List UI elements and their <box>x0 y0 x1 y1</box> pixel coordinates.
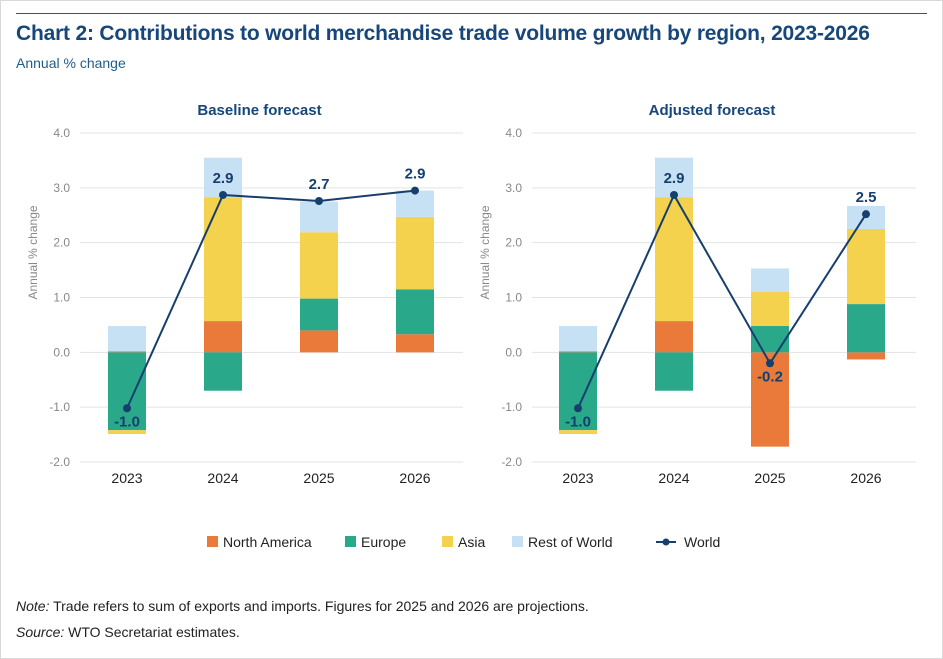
x-tick-label: 2025 <box>303 470 334 486</box>
world-data-label: -0.2 <box>757 368 783 385</box>
source-label: Source: <box>16 624 65 640</box>
legend-swatch-europe <box>345 536 356 547</box>
bar-segment-north_america <box>108 351 146 353</box>
y-axis-title: Annual % change <box>478 205 492 299</box>
bar-segment-europe <box>559 352 597 431</box>
bar-segment-rest_of_world <box>108 326 146 352</box>
bar-segment-asia <box>108 430 146 435</box>
page-title: Chart 2: Contributions to world merchand… <box>16 22 870 45</box>
bar-segment-rest_of_world <box>559 326 597 352</box>
bar-segment-rest_of_world <box>396 190 434 217</box>
bar-segment-north_america <box>396 334 434 353</box>
footnote: Note: Trade refers to sum of exports and… <box>16 598 589 614</box>
legend-label: Europe <box>361 534 406 550</box>
world-data-label: 2.9 <box>664 170 685 187</box>
bar-segment-europe <box>847 304 885 353</box>
bar-segment-europe <box>655 352 693 391</box>
bar-segment-rest_of_world <box>655 157 693 198</box>
x-tick-label: 2026 <box>399 470 430 486</box>
y-tick-label: 3.0 <box>53 181 70 195</box>
bar-segment-asia <box>396 216 434 290</box>
world-point <box>862 210 870 219</box>
legend-label: North America <box>223 534 312 550</box>
legend-swatch-north_america <box>207 536 218 547</box>
y-tick-label: 4.0 <box>505 126 522 140</box>
bar-segment-north_america <box>655 321 693 353</box>
legend-swatch-rest_of_world <box>512 536 523 547</box>
source-text: WTO Secretariat estimates. <box>68 624 240 640</box>
y-tick-label: -2.0 <box>501 455 522 469</box>
bar-segment-rest_of_world <box>751 268 789 293</box>
note-text: Trade refers to sum of exports and impor… <box>53 598 589 614</box>
bar-segment-asia <box>300 232 338 299</box>
world-line <box>126 189 416 409</box>
bar-segment-asia <box>751 292 789 327</box>
legend-swatch-asia <box>442 536 453 547</box>
legend-label: Asia <box>458 534 485 550</box>
x-tick-label: 2024 <box>658 470 689 486</box>
x-tick-label: 2023 <box>111 470 142 486</box>
world-point <box>219 190 227 199</box>
source-line: Source: WTO Secretariat estimates. <box>16 624 240 640</box>
bar-segment-rest_of_world <box>204 157 242 198</box>
bar-segment-north_america <box>559 351 597 353</box>
world-point <box>766 359 774 368</box>
bar-segment-north_america <box>751 352 789 447</box>
x-tick-label: 2025 <box>754 470 785 486</box>
bar-segment-north_america <box>847 352 885 360</box>
page-subtitle: Annual % change <box>16 55 126 71</box>
top-rule <box>16 13 927 14</box>
y-tick-label: 1.0 <box>53 291 70 305</box>
y-tick-label: 0.0 <box>53 345 70 359</box>
bar-segment-asia <box>847 228 885 305</box>
world-point <box>315 196 323 205</box>
bar-segment-asia <box>204 197 242 322</box>
y-tick-label: 4.0 <box>53 126 70 140</box>
world-point <box>670 190 678 199</box>
bar-segment-europe <box>108 352 146 431</box>
panel-title: Baseline forecast <box>197 102 321 119</box>
world-data-label: 2.5 <box>856 189 877 206</box>
world-data-label: 2.9 <box>405 166 426 183</box>
world-data-label: -1.0 <box>565 413 591 430</box>
world-data-label: -1.0 <box>114 413 140 430</box>
x-tick-label: 2023 <box>562 470 593 486</box>
bar-segment-north_america <box>204 321 242 353</box>
y-tick-label: 3.0 <box>505 181 522 195</box>
bar-segment-europe <box>300 298 338 331</box>
legend-marker-world <box>662 538 670 546</box>
world-point <box>123 404 131 413</box>
legend-label: Rest of World <box>528 534 613 550</box>
y-axis-title: Annual % change <box>26 205 40 299</box>
panel-title: Adjusted forecast <box>649 102 776 119</box>
note-label: Note: <box>16 598 50 614</box>
y-tick-label: 2.0 <box>53 236 70 250</box>
y-tick-label: -2.0 <box>49 455 70 469</box>
bar-segment-rest_of_world <box>300 201 338 233</box>
x-tick-label: 2024 <box>207 470 238 486</box>
y-tick-label: -1.0 <box>49 400 70 414</box>
y-tick-label: 0.0 <box>505 345 522 359</box>
world-point <box>411 186 419 195</box>
world-data-label: 2.7 <box>309 176 330 193</box>
bar-segment-asia <box>655 197 693 322</box>
bar-segment-asia <box>559 430 597 435</box>
y-tick-label: -1.0 <box>501 400 522 414</box>
bar-segment-europe <box>204 352 242 391</box>
world-point <box>574 404 582 413</box>
bar-segment-europe <box>396 289 434 335</box>
y-tick-label: 1.0 <box>505 291 522 305</box>
legend-label: World <box>684 534 720 550</box>
y-tick-label: 2.0 <box>505 236 522 250</box>
x-tick-label: 2026 <box>850 470 881 486</box>
world-line <box>577 192 867 409</box>
bar-segment-north_america <box>300 330 338 353</box>
world-data-label: 2.9 <box>213 170 234 187</box>
